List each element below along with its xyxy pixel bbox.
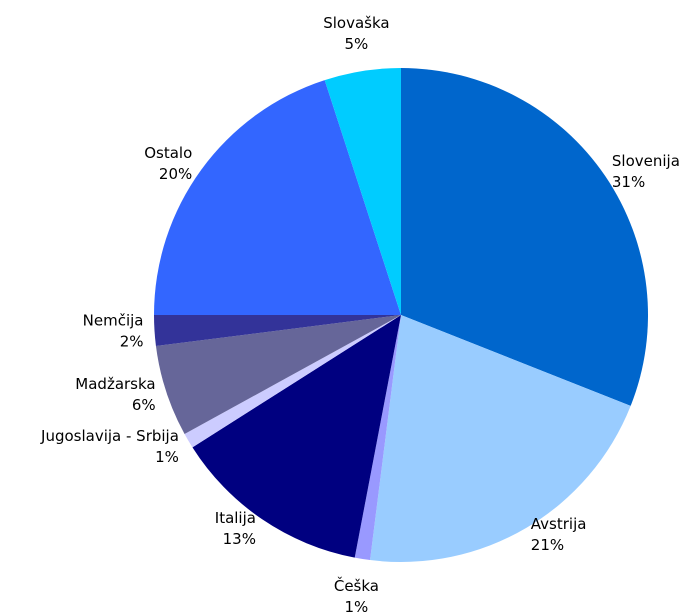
slice-value-label: 6% (132, 396, 156, 414)
pie-slice (184, 315, 401, 448)
pie-slice (401, 68, 649, 406)
slice-label: Češka (334, 576, 379, 595)
pie-slice (324, 68, 401, 315)
slice-label: Madžarska (75, 375, 155, 393)
slice-value-label: 21% (531, 536, 564, 554)
pie-slice (154, 80, 401, 315)
slice-value-label: 1% (345, 598, 369, 614)
slice-label: Jugoslavija - Srbija (40, 427, 179, 445)
slice-value-label: 2% (120, 333, 144, 351)
slice-label: Slovaška (323, 14, 389, 32)
slice-label: Avstrija (531, 515, 587, 533)
slice-label: Italija (215, 509, 256, 527)
slice-value-label: 1% (155, 448, 179, 466)
slice-value-label: 31% (612, 173, 645, 191)
slice-value-label: 13% (223, 530, 256, 548)
slice-value-label: 20% (159, 165, 192, 183)
pie-slice (370, 315, 631, 562)
slice-label: Ostalo (144, 144, 192, 162)
slice-label: Slovenija (612, 152, 680, 170)
pie-slice (155, 315, 401, 434)
pie-slice (354, 315, 401, 561)
pie-slice (192, 315, 401, 558)
pie-slice (154, 315, 401, 346)
slice-value-label: 5% (345, 35, 369, 53)
slice-label: Nemčija (83, 312, 144, 330)
